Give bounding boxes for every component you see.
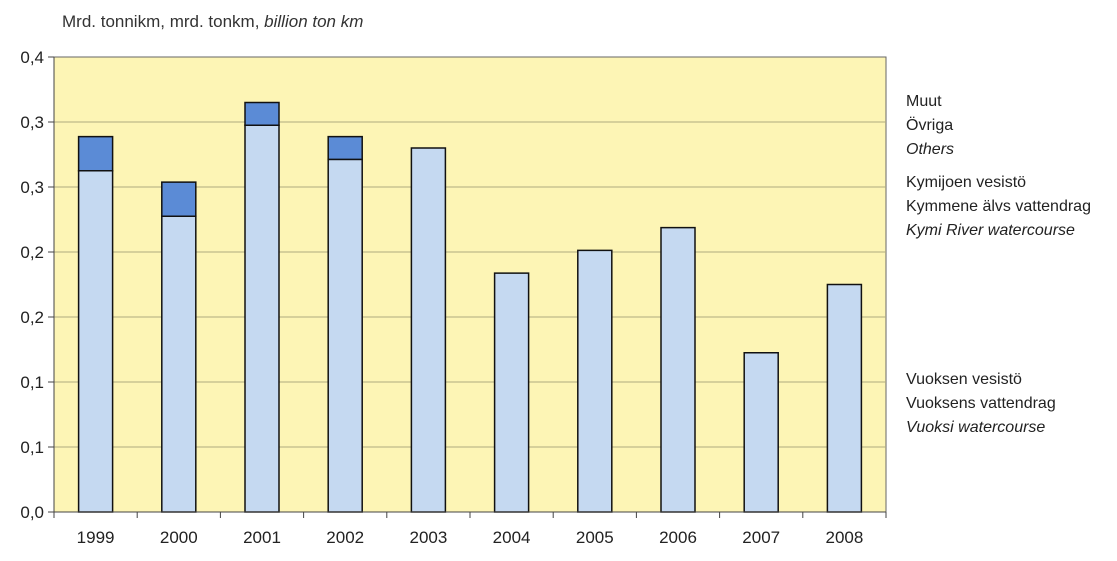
bar-2002-series-0 — [327, 158, 363, 513]
legend-vuoksi-en: Vuoksi watercourse — [906, 419, 1046, 436]
y-tick-labels: 0,0 0,1 0,1 0,2 0,2 0,3 0,3 0,4 — [20, 48, 44, 522]
y-tick-label: 0,1 — [20, 438, 44, 457]
legend-others-sv: Övriga — [906, 117, 954, 134]
x-tick-label: 2002 — [326, 528, 364, 547]
x-tick-label: 2003 — [409, 528, 447, 547]
bar-2005-series-0 — [577, 249, 613, 513]
x-tick-label: 2008 — [825, 528, 863, 547]
bar-2000-series-0 — [161, 215, 197, 513]
bar-1999-series-2 — [77, 135, 114, 172]
y-tick-label: 0,3 — [20, 113, 44, 132]
legend-vuoksi-sv: Vuoksens vattendrag — [906, 395, 1056, 412]
y-tick-label: 0,2 — [20, 243, 44, 262]
unit-label: Mrd. tonnikm, mrd. tonkm, billion ton km — [62, 12, 363, 32]
bar-2000-series-2 — [161, 181, 197, 217]
y-tick-label: 0,4 — [20, 48, 44, 67]
bar-2001-series-2 — [244, 101, 280, 126]
legend-vuoksi: Vuoksen vesistö Vuoksens vattendrag Vuok… — [906, 368, 1056, 440]
x-tick-label: 2001 — [243, 528, 281, 547]
x-tick-label: 2005 — [576, 528, 614, 547]
bar-2007-series-0 — [743, 352, 779, 513]
bar-2006-series-0 — [660, 226, 696, 513]
bar-2008-series-0 — [826, 283, 863, 513]
bar-2003-series-0 — [410, 147, 447, 513]
legend-kymi: Kymijoen vesistö Kymmene älvs vattendrag… — [906, 171, 1091, 243]
bars — [77, 101, 863, 513]
bar-1999-series-0 — [77, 170, 114, 513]
x-tick-labels: 1999 2000 2001 2002 2003 2004 2005 2006 2007 2008 — [77, 528, 864, 547]
x-tick-label: 2006 — [659, 528, 697, 547]
x-tick-label: 2000 — [160, 528, 198, 547]
y-tick-label: 0,3 — [20, 178, 44, 197]
y-tick-label: 0,0 — [20, 503, 44, 522]
legend-kymi-sv: Kymmene älvs vattendrag — [906, 198, 1091, 215]
legend-others: Muut Övriga Others — [906, 90, 954, 162]
legend-kymi-fi: Kymijoen vesistö — [906, 174, 1027, 191]
bar-2002-series-2 — [327, 135, 363, 161]
legend-kymi-en: Kymi River watercourse — [906, 222, 1075, 239]
axes — [48, 56, 887, 518]
x-tick-label: 2004 — [493, 528, 531, 547]
y-tick-label: 0,2 — [20, 308, 44, 327]
x-tick-label: 1999 — [77, 528, 115, 547]
legend-others-en: Others — [906, 141, 955, 158]
x-tick-label: 2007 — [742, 528, 780, 547]
unit-label-fi-sv: Mrd. tonnikm, mrd. tonkm, — [62, 12, 260, 31]
unit-label-en: billion ton km — [264, 12, 364, 31]
y-tick-label: 0,1 — [20, 373, 44, 392]
bar-2001-series-0 — [244, 124, 280, 513]
legend-others-fi: Muut — [906, 93, 942, 110]
legend-vuoksi-fi: Vuoksen vesistö — [906, 371, 1022, 388]
bar-2004-series-0 — [493, 272, 530, 513]
